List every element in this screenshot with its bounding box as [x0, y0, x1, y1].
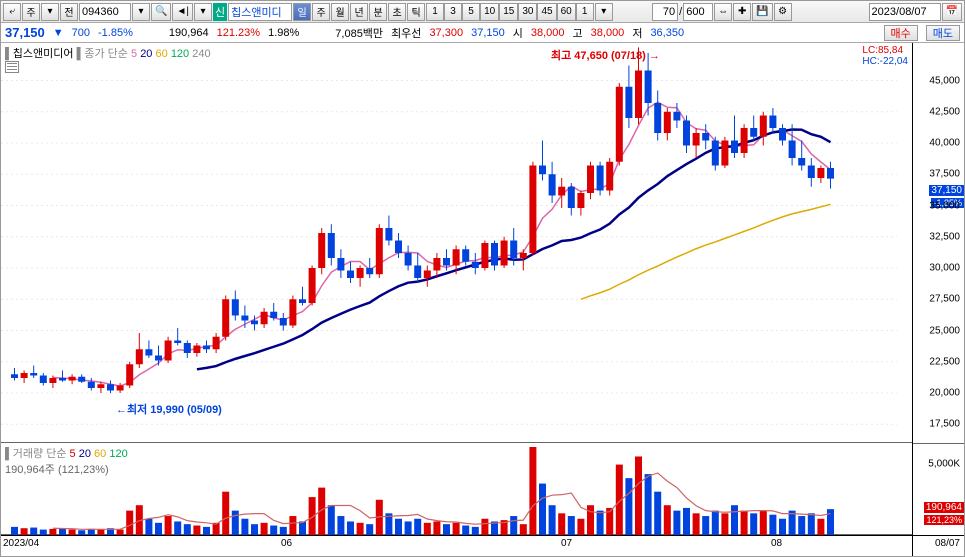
y-tick: 35,000 [929, 200, 960, 211]
y-tick: 20,000 [929, 388, 960, 399]
y-tick: 40,000 [929, 138, 960, 149]
week-btn[interactable]: 주 [312, 3, 330, 21]
grid-icon[interactable] [5, 61, 19, 73]
y-axis-date: 08/07 [913, 535, 964, 555]
y-tick: 22,500 [929, 356, 960, 367]
price-header: ▌칩스앤미디어 ▌종가 단순 5 20 60 120 240 [5, 45, 211, 61]
vol-pct: 121.23% [217, 27, 260, 39]
priority-label: 최우선 [391, 25, 421, 41]
volume-chart[interactable]: ▌거래량 단순 5 20 60 120 190,964주 (121,23%) [1, 443, 912, 535]
y-tick: 42,500 [929, 106, 960, 117]
period-btn[interactable]: 45 [537, 3, 556, 21]
period-btn[interactable]: 15 [499, 3, 518, 21]
date-input[interactable] [869, 3, 941, 21]
buy-button[interactable]: 매수 [884, 25, 918, 41]
period-btn[interactable]: 1 [426, 3, 444, 21]
ask-value: 37,300 [429, 27, 463, 39]
x-tick: 08 [771, 538, 782, 549]
range1-input[interactable] [652, 3, 678, 21]
y-tick: 37,500 [929, 169, 960, 180]
y-tick: 17,500 [929, 419, 960, 430]
sin-badge: 신 [213, 3, 227, 21]
vol-marker: 190,964 [924, 502, 964, 513]
period-dd-icon[interactable]: ▾ [595, 3, 613, 21]
period-btn[interactable]: 30 [518, 3, 537, 21]
vol-icon[interactable]: ◄| [172, 3, 193, 21]
low-annotation: ←최저 19,990 (05/09) [116, 401, 222, 417]
x-tick: 07 [561, 538, 572, 549]
day-btn[interactable]: 일 [293, 3, 311, 21]
vol-value: 190,964 [169, 27, 209, 39]
volume-header: ▌거래량 단순 5 20 60 120 190,964주 (121,23%) [5, 445, 128, 477]
month-btn[interactable]: 월 [331, 3, 349, 21]
period-btn[interactable]: 1 [576, 3, 594, 21]
sec-btn[interactable]: 초 [388, 3, 406, 21]
lc-hc-label: LC:85,84HC:-22,04 [862, 45, 908, 67]
y-tick: 30,000 [929, 263, 960, 274]
high-label: 고 [573, 25, 583, 41]
tick-btn[interactable]: 틱 [407, 3, 425, 21]
info-bar: 37,150 ▼ 700 -1.85% 190,964 121.23% 1.98… [1, 23, 964, 43]
vol-tick: 5,000K [928, 459, 960, 470]
low-value: 36,350 [650, 27, 684, 39]
period-btn[interactable]: 10 [480, 3, 499, 21]
x-tick: 2023/04 [3, 538, 39, 549]
period-btn[interactable]: 3 [444, 3, 462, 21]
open-label: 시 [513, 25, 523, 41]
jeon-btn[interactable]: 전 [60, 3, 78, 21]
x-tick: 06 [281, 538, 292, 549]
back-icon[interactable]: ⤶ [3, 3, 21, 21]
code-input[interactable] [79, 3, 131, 21]
save-icon[interactable]: 💾 [752, 3, 772, 21]
price-value: 37,150 [5, 25, 45, 40]
y-tick: 32,500 [929, 231, 960, 242]
y-tick: 27,500 [929, 294, 960, 305]
range2-input[interactable] [683, 3, 713, 21]
price-marker: 37,150 [929, 185, 964, 196]
period-btn[interactable]: 60 [557, 3, 576, 21]
y-axis-price: 37,150 -1,85% 17,50020,00022,50025,00027… [913, 43, 964, 443]
tool1-icon[interactable]: ⇔ [714, 3, 732, 21]
gear-icon[interactable]: ⚙ [774, 3, 792, 21]
sell-button[interactable]: 매도 [926, 25, 960, 41]
name-input[interactable] [228, 3, 292, 21]
high-value: 38,000 [591, 27, 625, 39]
dropdown3-icon[interactable]: ▾ [194, 3, 212, 21]
x-axis: 2023/04 06 07 08 [1, 535, 912, 555]
open-value: 38,000 [531, 27, 565, 39]
arrow-icon: ▼ [53, 27, 64, 39]
low-label: 저 [632, 25, 642, 41]
pct-value: -1.85% [98, 27, 133, 39]
price-chart[interactable]: ▌칩스앤미디어 ▌종가 단순 5 20 60 120 240 LC:85,84H… [1, 43, 912, 443]
dropdown2-icon[interactable]: ▾ [132, 3, 150, 21]
search-icon[interactable]: 🔍 [151, 3, 171, 21]
dropdown-icon[interactable]: ▾ [41, 3, 59, 21]
tool2-icon[interactable]: ✚ [733, 3, 751, 21]
y-tick: 25,000 [929, 325, 960, 336]
toolbar: ⤶ 주 ▾ 전 ▾ 🔍 ◄| ▾ 신 일 주 월 년 분 초 틱 1351015… [1, 1, 964, 23]
bid-value: 37,150 [471, 27, 505, 39]
y-tick: 45,000 [929, 75, 960, 86]
calendar-icon[interactable]: 📅 [942, 3, 962, 21]
min-btn[interactable]: 분 [369, 3, 387, 21]
range-sep: / [679, 6, 682, 18]
period-btn[interactable]: 5 [462, 3, 480, 21]
vol-pct2: 1.98% [268, 27, 299, 39]
ju-btn[interactable]: 주 [22, 3, 40, 21]
y-axis-volume: 5,000K 190,964 121,23% [913, 443, 964, 535]
vol-marker-sub: 121,23% [924, 515, 964, 525]
amount-value: 7,085백만 [335, 25, 383, 41]
high-annotation: 최고 47,650 (07/18) → [551, 47, 660, 63]
year-btn[interactable]: 년 [350, 3, 368, 21]
change-value: 700 [72, 27, 90, 39]
